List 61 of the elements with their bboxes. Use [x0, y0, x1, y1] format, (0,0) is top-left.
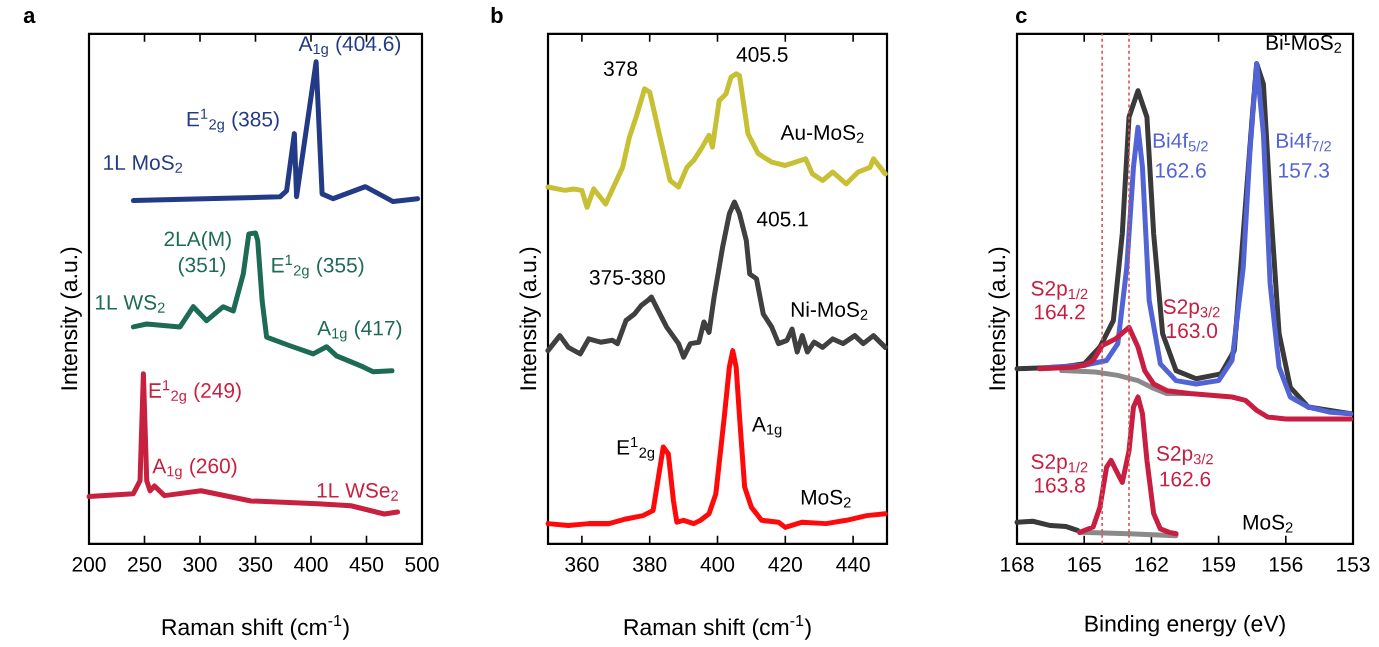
x-tick-label: 162: [1135, 557, 1168, 572]
annotation: 162.6: [1155, 163, 1206, 178]
annotation: 162.6: [1160, 471, 1211, 487]
annotation: S2p$_{3/2}$: [1156, 446, 1213, 466]
x-tick-label: 350: [238, 557, 273, 572]
x-tick-label: 380: [633, 557, 667, 572]
annotation: S2p$_{1/2}$: [1031, 281, 1088, 300]
x-tick-label: 500: [405, 557, 439, 572]
annotation: Bi4f$_{7/2}$: [1277, 132, 1331, 152]
series-label: Au-MoS$_{2}$: [780, 125, 864, 143]
series-label: Bi-MoS$_{2}$: [1266, 34, 1342, 53]
annotation: E$^{1}$2g: [617, 437, 655, 461]
x-axis-title: Raman shift (cm$^{-1}$): [162, 615, 349, 640]
text: A$_{1g}$ (404.6): [298, 35, 401, 58]
x-tick-label: 300: [183, 557, 217, 572]
y-axis-title: Intensity (a.u.): [988, 247, 1010, 390]
annotation: 163.0: [1167, 323, 1218, 339]
annotation: A$_{1g}$: [752, 417, 782, 438]
annotation: S2p$_{3/2}$: [1163, 299, 1220, 319]
x-tick-label: 360: [565, 557, 599, 572]
x-axis-title: Raman shift (cm$^{-1}$): [624, 615, 811, 640]
x-tick-label: 159: [1202, 557, 1236, 572]
x-tick-label: 400: [700, 557, 735, 572]
series-label: MoS$_{2}$: [801, 489, 851, 508]
annotation: (351): [178, 257, 226, 277]
x-tick-label: 200: [72, 557, 106, 572]
annotation: Bi4f$_{5/2}$: [1153, 132, 1208, 152]
chart-title: a: [23, 11, 36, 24]
annotation: A$_{1g}$ (260): [152, 458, 237, 480]
y-axis-title: Intensity (a.u.): [60, 247, 82, 390]
annotation: 164.2: [1034, 304, 1085, 320]
annotation: 378: [603, 61, 638, 77]
y-axis-title: Intensity (a.u.): [519, 247, 541, 390]
annotation: E$^{1}$$_{2g}$ (385): [187, 108, 279, 133]
chart-title: c: [1016, 11, 1027, 24]
annotation: 157.3: [1279, 163, 1329, 178]
chart-title: b: [491, 7, 503, 24]
annotation: MoS$_{2}$: [1243, 514, 1293, 533]
x-tick-label: 400: [294, 557, 328, 572]
annotation: E$^{1}$$_{2g}$ (355): [272, 254, 364, 279]
annotation: S2p$_{1/2}$: [1031, 454, 1088, 474]
annotation: 163.8: [1034, 478, 1085, 493]
annotation: A$_{1g}$ (417): [317, 320, 402, 342]
x-tick-label: 250: [128, 557, 162, 572]
annotation: 375-380: [589, 270, 665, 285]
x-tick-label: 168: [1001, 557, 1034, 572]
series-label: 1L WS$_{2}$: [95, 295, 165, 313]
x-tick-label: 165: [1068, 557, 1101, 572]
annotation: 405.1: [756, 211, 808, 227]
x-axis-title: Binding energy (eV): [1085, 615, 1285, 637]
text: 405.5: [736, 47, 788, 63]
annotation: 2LA(M): [164, 231, 231, 251]
annotation: E$^{1}$$_{2g}$ (249): [149, 380, 241, 404]
series-label: 1L MoS$_{2}$: [104, 155, 183, 173]
x-tick-label: 153: [1337, 557, 1370, 572]
x-tick-label: 440: [836, 557, 870, 572]
series-label: 1L WSe$_{2}$: [317, 483, 398, 501]
x-tick-label: 450: [349, 557, 384, 572]
x-tick-label: 420: [768, 557, 802, 572]
series-label: Ni-MoS$_{2}$: [791, 301, 868, 320]
x-tick-label: 156: [1269, 557, 1303, 572]
